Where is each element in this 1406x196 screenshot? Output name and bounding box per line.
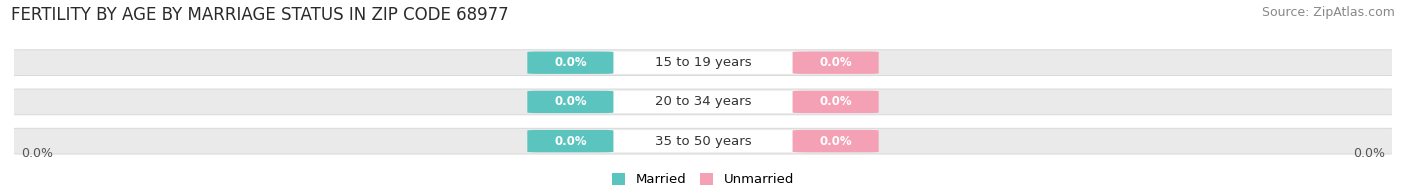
- FancyBboxPatch shape: [7, 128, 1399, 154]
- FancyBboxPatch shape: [596, 91, 810, 113]
- FancyBboxPatch shape: [527, 130, 613, 152]
- FancyBboxPatch shape: [7, 50, 1399, 76]
- Text: 0.0%: 0.0%: [554, 95, 586, 108]
- Text: 15 to 19 years: 15 to 19 years: [655, 56, 751, 69]
- FancyBboxPatch shape: [527, 91, 613, 113]
- FancyBboxPatch shape: [596, 52, 810, 74]
- FancyBboxPatch shape: [527, 52, 613, 74]
- Text: 35 to 50 years: 35 to 50 years: [655, 135, 751, 148]
- FancyBboxPatch shape: [793, 91, 879, 113]
- Text: 0.0%: 0.0%: [1353, 147, 1385, 160]
- FancyBboxPatch shape: [793, 52, 879, 74]
- FancyBboxPatch shape: [793, 130, 879, 152]
- FancyBboxPatch shape: [7, 89, 1399, 115]
- Text: 0.0%: 0.0%: [820, 135, 852, 148]
- Text: 0.0%: 0.0%: [554, 56, 586, 69]
- Text: 20 to 34 years: 20 to 34 years: [655, 95, 751, 108]
- Text: 0.0%: 0.0%: [554, 135, 586, 148]
- Text: 0.0%: 0.0%: [820, 56, 852, 69]
- FancyBboxPatch shape: [596, 130, 810, 152]
- Text: 0.0%: 0.0%: [820, 95, 852, 108]
- Text: Source: ZipAtlas.com: Source: ZipAtlas.com: [1261, 6, 1395, 19]
- Legend: Married, Unmarried: Married, Unmarried: [607, 168, 799, 192]
- Text: FERTILITY BY AGE BY MARRIAGE STATUS IN ZIP CODE 68977: FERTILITY BY AGE BY MARRIAGE STATUS IN Z…: [11, 6, 509, 24]
- Text: 0.0%: 0.0%: [21, 147, 53, 160]
